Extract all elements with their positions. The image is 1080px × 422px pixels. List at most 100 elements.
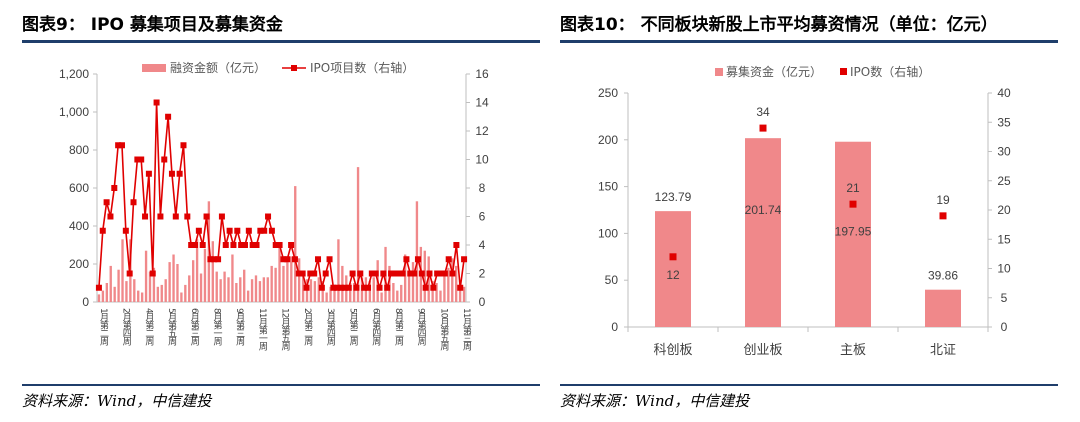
financing-bar — [156, 286, 160, 302]
figure-10-bottom-rule — [560, 384, 1058, 386]
financing-bar — [372, 277, 375, 302]
ipo-count-marker — [669, 253, 677, 261]
financing-bar — [329, 286, 332, 302]
right-y-tick-label: 12 — [475, 124, 489, 138]
financing-bar — [337, 239, 340, 302]
ipo-count-marker — [126, 270, 133, 277]
ipo-count-marker — [184, 213, 191, 220]
ipo-count-marker — [268, 227, 275, 234]
financing-bar — [137, 290, 140, 302]
financing-bar — [451, 258, 454, 302]
fundraising-bar — [655, 211, 691, 327]
ipo-count-marker — [418, 270, 425, 277]
ipo-count-marker — [218, 213, 225, 220]
right-y-tick-label: 40 — [997, 86, 1011, 100]
ipo-count-marker — [939, 212, 947, 220]
financing-bar — [109, 265, 112, 302]
ipo-count-marker — [195, 227, 202, 234]
x-tick-label: 6月第三周 — [189, 308, 200, 347]
financing-bar — [203, 248, 207, 302]
ipo-count-marker — [192, 242, 199, 248]
ipo-count-marker — [445, 256, 452, 263]
financing-bar — [207, 201, 211, 302]
ipo-count-marker — [230, 242, 237, 248]
financing-bar — [411, 262, 415, 302]
figure-10: 图表10： 不同板块新股上市平均募资情况（单位：亿元） 0 50 100 150 200… — [555, 0, 1080, 422]
financing-bar — [294, 186, 297, 302]
figure-9-chart: 0 200 400 600 800 1,000 1,200 0 2 4 6 8 10 12 14 16 1月第二… — [59, 60, 489, 351]
ipo-count-marker — [103, 199, 110, 206]
left-y-tick-label: 1,000 — [59, 105, 89, 119]
ipo-count-marker — [115, 142, 122, 149]
financing-bar — [97, 294, 101, 302]
ipo-count-marker — [265, 213, 272, 220]
financing-bar — [462, 286, 466, 302]
financing-bar — [144, 250, 148, 302]
ipo-count-marker — [257, 227, 264, 234]
financing-bar — [195, 239, 199, 302]
ipo-count-marker — [207, 256, 214, 263]
legend-line-label: IPO项目数（右轴） — [310, 60, 414, 75]
fundraising-bar — [745, 138, 781, 327]
left-y-tick-label: 400 — [69, 219, 89, 233]
financing-bar — [215, 271, 218, 302]
x-tick-label: 11月第三周 — [461, 308, 472, 351]
ipo-count-marker — [372, 270, 379, 277]
x-tick-label: 8月第一周 — [211, 308, 222, 347]
ipo-count-marker — [380, 270, 387, 277]
x-tick-label: 5月第五周 — [166, 308, 177, 347]
ipo-count-marker — [261, 227, 268, 234]
ipo-count-marker — [253, 242, 260, 248]
ipo-count-marker — [211, 256, 218, 263]
ipo-count-marker — [384, 284, 391, 291]
financing-bar — [274, 267, 277, 302]
right-y-tick-label: 35 — [997, 115, 1011, 129]
left-y-tick-label: 1,200 — [59, 67, 89, 81]
x-tick-label: 3月第四周 — [325, 308, 336, 347]
financing-bar — [396, 290, 399, 302]
financing-bar — [105, 283, 108, 302]
ipo-count-marker — [291, 256, 298, 263]
financing-bar — [152, 267, 156, 302]
ipo-count-marker — [353, 284, 360, 291]
financing-bar — [121, 239, 124, 302]
financing-bar — [392, 283, 395, 302]
ipo-count-marker — [288, 242, 295, 248]
ipo-count-marker — [357, 270, 364, 277]
financing-bar — [188, 275, 191, 302]
financing-bar — [133, 279, 136, 302]
ipo-count-marker — [276, 242, 283, 248]
financing-bar — [199, 273, 203, 302]
financing-bar — [297, 258, 301, 302]
ipo-count-marker — [284, 256, 291, 263]
ipo-count-marker — [388, 270, 395, 277]
ipo-count-marker — [245, 227, 252, 234]
x-category-label: 创业板 — [743, 343, 782, 358]
x-tick-label: 1月第二周 — [98, 308, 109, 347]
ipo-count-marker — [176, 170, 183, 177]
ipo-count-marker — [368, 270, 375, 277]
right-y-tick-label: 5 — [1001, 291, 1008, 305]
financing-bar — [239, 277, 242, 302]
ipo-count-marker — [149, 270, 156, 277]
legend-line-marker — [291, 65, 297, 71]
ipo-count-marker — [142, 213, 149, 220]
ipo-count-marker — [361, 284, 368, 291]
financing-bar — [243, 269, 246, 302]
left-y-tick-label: 150 — [598, 180, 618, 194]
x-tick-label: 11月第一周 — [257, 308, 268, 351]
ipo-count-marker — [330, 284, 337, 291]
bar-data-label: 201.74 — [745, 203, 782, 217]
marker-data-label: 19 — [936, 193, 950, 207]
right-y-tick-label: 14 — [475, 96, 489, 110]
ipo-count-marker — [376, 284, 383, 291]
x-tick-label: 8月第二周 — [393, 308, 404, 347]
bar-data-label: 39.86 — [928, 269, 958, 283]
figure-10-source: 资料来源：Wind，中信建投 — [560, 392, 750, 410]
financing-bar — [356, 167, 360, 302]
financing-bar — [309, 279, 313, 302]
financing-bar — [223, 271, 226, 302]
left-y-tick-label: 800 — [69, 143, 89, 157]
ipo-count-marker — [411, 270, 418, 277]
ipo-count-marker — [326, 256, 333, 263]
